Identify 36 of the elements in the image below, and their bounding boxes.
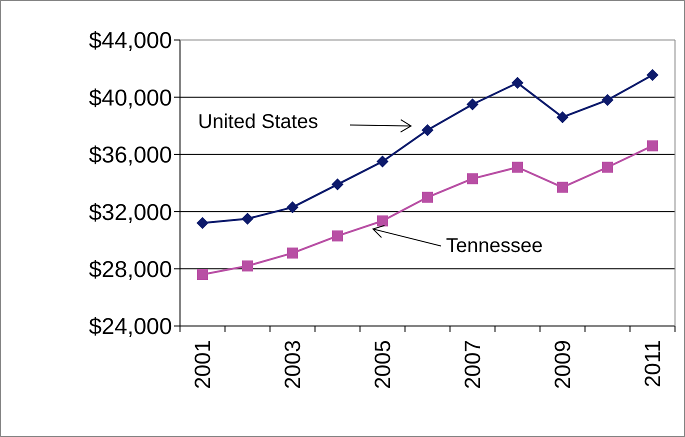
x-tick-label: 2009 xyxy=(550,340,575,389)
y-tick-label: $28,000 xyxy=(88,256,172,282)
point xyxy=(647,140,658,152)
point xyxy=(287,248,298,259)
point xyxy=(512,76,524,89)
x-tick-label: 2007 xyxy=(460,340,485,389)
series-label: Tennessee xyxy=(446,235,543,257)
point xyxy=(242,260,253,272)
point xyxy=(602,94,614,106)
y-tick-label: $40,000 xyxy=(88,84,172,110)
y-tick-label: $44,000 xyxy=(88,27,172,54)
y-tick-label: $32,000 xyxy=(88,198,172,225)
point xyxy=(376,156,388,168)
point xyxy=(332,230,343,242)
point xyxy=(467,173,478,184)
x-tick-label: 2001 xyxy=(190,340,215,389)
point xyxy=(646,69,658,82)
point xyxy=(512,162,523,173)
point xyxy=(422,192,433,203)
point xyxy=(422,124,434,136)
x-tick-label: 2011 xyxy=(640,340,665,388)
x-tick-label: 2005 xyxy=(370,340,395,389)
point xyxy=(286,201,298,214)
y-tick-label: $36,000 xyxy=(88,142,172,168)
point xyxy=(377,215,388,226)
x-tick-label: 2003 xyxy=(280,340,305,389)
point xyxy=(197,269,208,280)
point xyxy=(602,162,613,173)
point xyxy=(557,182,568,193)
point xyxy=(332,178,344,190)
text: United States xyxy=(198,111,318,133)
y-tick-label: $24,000 xyxy=(88,313,172,340)
point xyxy=(556,111,568,124)
point xyxy=(196,217,208,230)
point xyxy=(466,98,478,110)
point xyxy=(242,212,254,225)
